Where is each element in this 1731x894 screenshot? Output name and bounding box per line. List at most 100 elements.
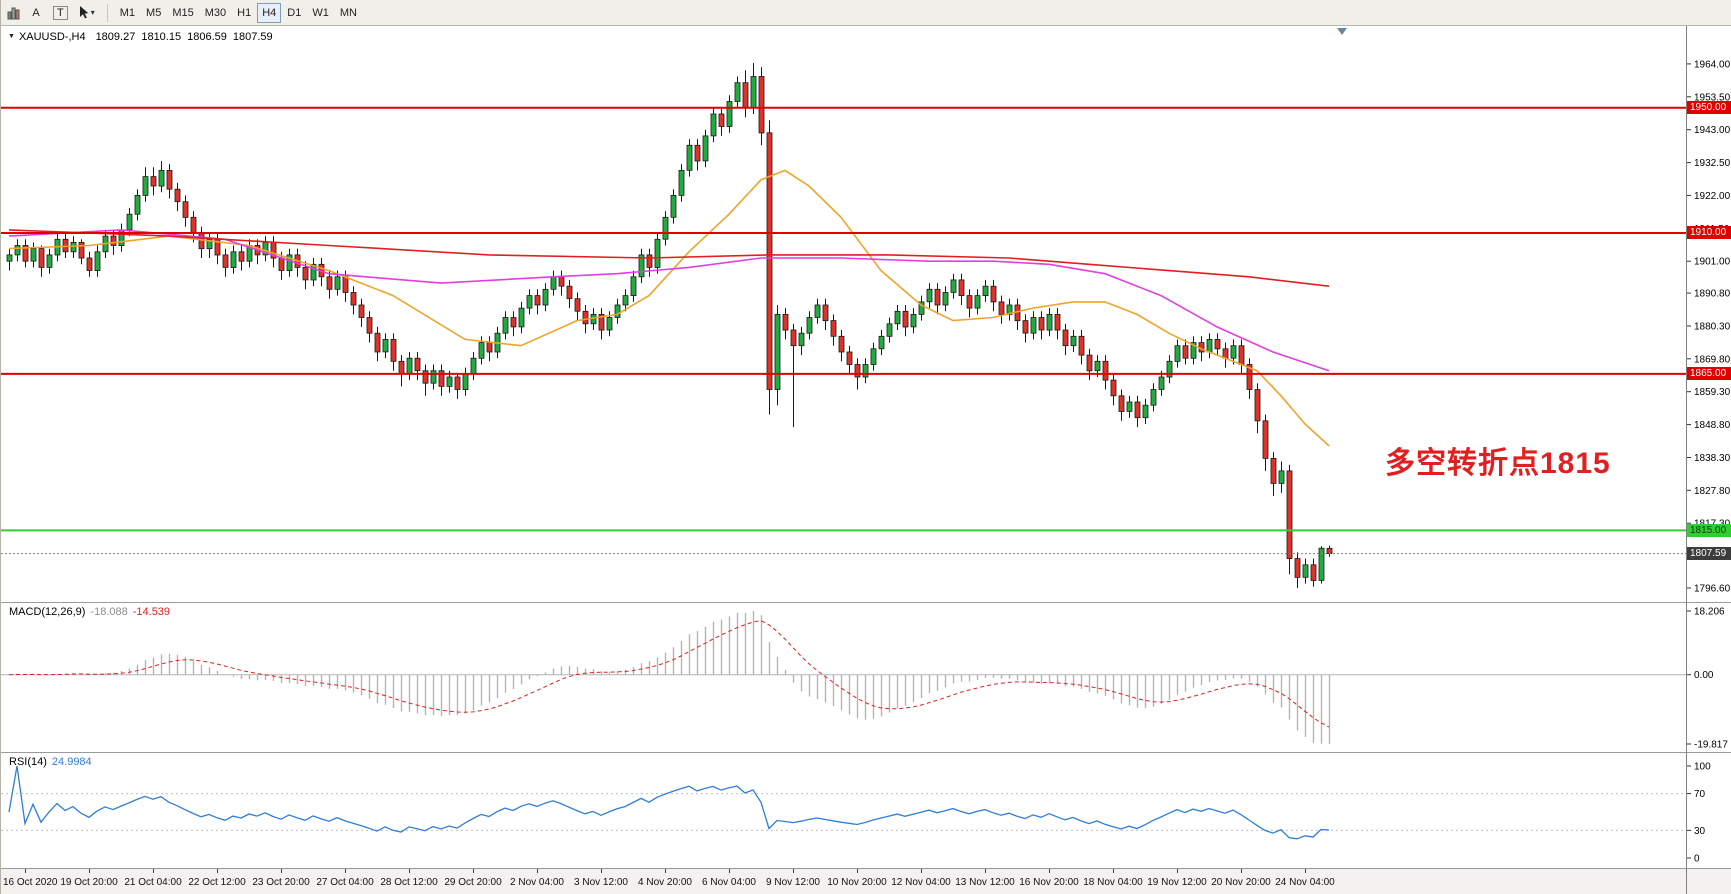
price-tag-1807.59: 1807.59 [1687,547,1731,560]
macd-histogram [16,611,1331,744]
price-tick-label: 1859.30 [1694,387,1731,398]
time-axis-tick [793,869,794,873]
time-axis-tick [537,869,538,873]
time-axis-label: 27 Oct 04:00 [316,877,374,888]
chart-annotation-text[interactable]: 多空转折点1815 [1385,447,1611,480]
rsi-axis-label: 70 [1694,789,1706,800]
time-axis-tick [89,869,90,873]
time-axis-label: 29 Oct 20:00 [444,877,502,888]
time-axis-label: 19 Nov 12:00 [1147,877,1207,888]
text-label-tool-button[interactable]: T [48,3,73,23]
macd-signal-value: -14.539 [132,606,171,618]
price-tick-label: 1922.00 [1694,191,1731,202]
time-axis-label: 19 Oct 20:00 [60,877,118,888]
rsi-axis-label: 0 [1694,854,1700,865]
time-axis-label: 16 Oct 2020 [3,877,58,888]
time-axis-tick [153,869,154,873]
macd-axis-label: -19.817 [1694,740,1728,751]
time-axis-tick [921,869,922,873]
macd-main-value: -18.088 [90,606,128,618]
time-axis-label: 23 Oct 20:00 [252,877,310,888]
time-axis[interactable]: 16 Oct 2020 19 Oct 20:00 21 Oct 04:00 22 Oc… [1,868,1731,894]
macd-panel-canvas[interactable]: 18.206 0.00 -19.817 [1,603,1731,752]
price-tag-1910.00: 1910.00 [1687,226,1731,239]
chart-symbol-period: XAUUSD-,H4 [18,31,86,43]
timeframe-button-w1[interactable]: W1 [307,3,334,23]
time-axis-tick [25,869,26,873]
timeframe-button-h1[interactable]: H1 [232,3,256,23]
cursor-tool-button[interactable]: ▾ [74,3,100,23]
time-axis-tick [1305,869,1306,873]
price-tick-label: 1838.30 [1694,453,1731,464]
toolbar: A T ▾ M1 M5 M15 M30 H1 H4 D1 W1 MN [1,0,1731,26]
time-axis-tick [409,869,410,873]
time-axis-label: 12 Nov 04:00 [891,877,951,888]
panel-separator[interactable] [1,602,1731,603]
time-axis-label: 2 Nov 04:00 [510,877,564,888]
timeframe-button-m30[interactable]: M30 [200,3,231,23]
timeframe-button-m1[interactable]: M1 [115,3,140,23]
rsi-value: 24.9984 [51,756,92,768]
time-axis-tick [857,869,858,873]
time-axis-label: 9 Nov 12:00 [766,877,820,888]
timeframe-button-mn[interactable]: MN [335,3,362,23]
price-tick-label: 1943.00 [1694,125,1731,136]
time-axis-label: 3 Nov 12:00 [574,877,628,888]
price-tick-label: 1796.60 [1694,584,1731,595]
price-tag-1865.00: 1865.00 [1687,367,1731,380]
time-axis-label: 22 Oct 12:00 [188,877,246,888]
candles-layer [6,63,1333,588]
ma-mid-magenta [8,229,1330,372]
toolbar-separator [106,3,108,22]
price-tick-label: 1848.80 [1694,420,1731,431]
price-tick-label: 1953.50 [1694,92,1731,103]
timeframe-button-d1[interactable]: D1 [282,3,306,23]
time-axis-label: 24 Nov 04:00 [1275,877,1335,888]
macd-name: MACD(12,26,9) [9,606,86,618]
rsi-panel-canvas[interactable]: 100 70 30 0 [1,753,1731,868]
price-tag-1815.00: 1815.00 [1687,524,1731,537]
chart-title: ▼ XAUUSD-,H4 1809.27 1810.15 1806.59 1807.59 [8,31,279,43]
time-axis-label: 10 Nov 20:00 [827,877,887,888]
rsi-name: RSI(14) [9,756,47,768]
rsi-label: RSI(14) 24.9984 [9,756,97,768]
price-tick-label: 1901.00 [1694,257,1731,268]
timeframe-button-h4[interactable]: H4 [257,2,282,23]
macd-axis-label: 18.206 [1694,607,1725,618]
annotation-a-tool-button[interactable]: A [25,3,47,23]
time-axis-tick [473,869,474,873]
price-tick-label: 1932.50 [1694,158,1731,169]
rsi-axis-label: 100 [1694,762,1711,773]
macd-label: MACD(12,26,9) -18.088 -14.539 [9,606,175,618]
rsi-line [8,765,1330,840]
time-axis-tick [1241,869,1242,873]
time-axis-tick [345,869,346,873]
time-axis-label: 16 Nov 20:00 [1019,877,1079,888]
time-axis-tick [1113,869,1114,873]
time-axis-label: 28 Oct 12:00 [380,877,438,888]
time-axis-tick [1177,869,1178,873]
price-tick-label: 1890.80 [1694,289,1731,300]
price-tick-label: 1869.80 [1694,354,1731,365]
time-axis-label: 18 Nov 04:00 [1083,877,1143,888]
time-axis-label: 13 Nov 12:00 [955,877,1015,888]
time-axis-tick [217,869,218,873]
panel-separator[interactable] [1,752,1731,753]
chart-shift-marker-icon [1337,28,1347,35]
price-tick-label: 1880.30 [1694,322,1731,333]
time-axis-tick [729,869,730,873]
ohlc-open: 1809.27 [95,31,136,43]
price-chart-canvas[interactable]: 1964.001953.501943.001932.501922.001911.… [1,26,1731,602]
price-tag-1950.00: 1950.00 [1687,101,1731,114]
time-axis-tick [985,869,986,873]
macd-signal-line [8,620,1330,728]
time-axis-label: 21 Oct 04:00 [124,877,182,888]
ohlc-high: 1810.15 [141,31,182,43]
timeframe-button-m15[interactable]: M15 [167,3,198,23]
rsi-axis-label: 30 [1694,826,1706,837]
price-tick-label: 1964.00 [1694,59,1731,70]
chart-type-icon[interactable] [4,3,24,23]
timeframe-button-m5[interactable]: M5 [141,3,166,23]
time-axis-tick [1049,869,1050,873]
